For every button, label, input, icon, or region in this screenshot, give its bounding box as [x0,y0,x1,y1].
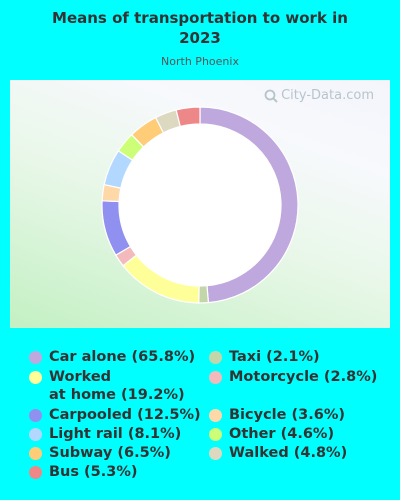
legend-label: Walked (4.8%) [229,445,348,461]
slice-taxi [198,285,210,304]
legend-label: Motorcycle (2.8%) [229,369,378,385]
chart-panel: City-Data.com [10,80,390,328]
legend-item-subway: Subway (6.5%) [29,444,171,462]
watermark: City-Data.com [264,88,374,103]
chart-title: Means of transportation to work in 2023 [0,8,400,48]
legend-swatch [29,447,42,460]
legend-swatch [209,351,222,364]
legend-item-carpooled: Carpooled (12.5%) [29,406,201,424]
chart-title-line-1: Means of transportation to work in [52,9,348,27]
legend-item-other: Other (4.6%) [209,425,334,443]
legend-label: Worked at home (19.2%) [49,369,185,403]
legend-swatch [29,371,42,384]
legend-item-light-rail: Light rail (8.1%) [29,425,181,443]
legend-item-car-alone: Car alone (65.8%) [29,348,195,366]
legend-swatch [209,371,222,384]
watermark-text: City-Data.com [281,88,374,103]
legend-label: Carpooled (12.5%) [49,407,201,423]
legend-item-bicycle: Bicycle (3.6%) [209,406,345,424]
legend-label: Other (4.6%) [229,426,335,442]
donut-hole [119,124,281,286]
legend-label: Taxi (2.1%) [229,349,320,365]
legend-item-walked: Walked (4.8%) [209,444,347,462]
slice-bus [175,106,201,128]
legend: Car alone (65.8%) Taxi (2.1%) Worked at ho… [0,344,400,494]
chart-title-line-2: 2023 [179,29,221,47]
legend-item-worked-at-home: Worked at home (19.2%) [29,368,185,404]
legend-label: Bus (5.3%) [49,464,138,480]
legend-item-motorcycle: Motorcycle (2.8%) [209,368,377,386]
legend-label: Bicycle (3.6%) [229,407,345,423]
legend-swatch [209,409,222,422]
legend-label: Car alone (65.8%) [49,349,196,365]
legend-swatch [29,351,42,364]
legend-swatch [29,466,42,479]
magnifier-icon [264,89,278,103]
legend-swatch [209,447,222,460]
legend-item-taxi: Taxi (2.1%) [209,348,320,366]
legend-item-bus: Bus (5.3%) [29,463,138,481]
legend-swatch [29,409,42,422]
legend-swatch [29,428,42,441]
legend-label: Subway (6.5%) [49,445,171,461]
donut-chart [101,106,299,304]
legend-swatch [209,428,222,441]
legend-label: Light rail (8.1%) [49,426,182,442]
chart-subtitle: North Phoenix [161,55,239,68]
